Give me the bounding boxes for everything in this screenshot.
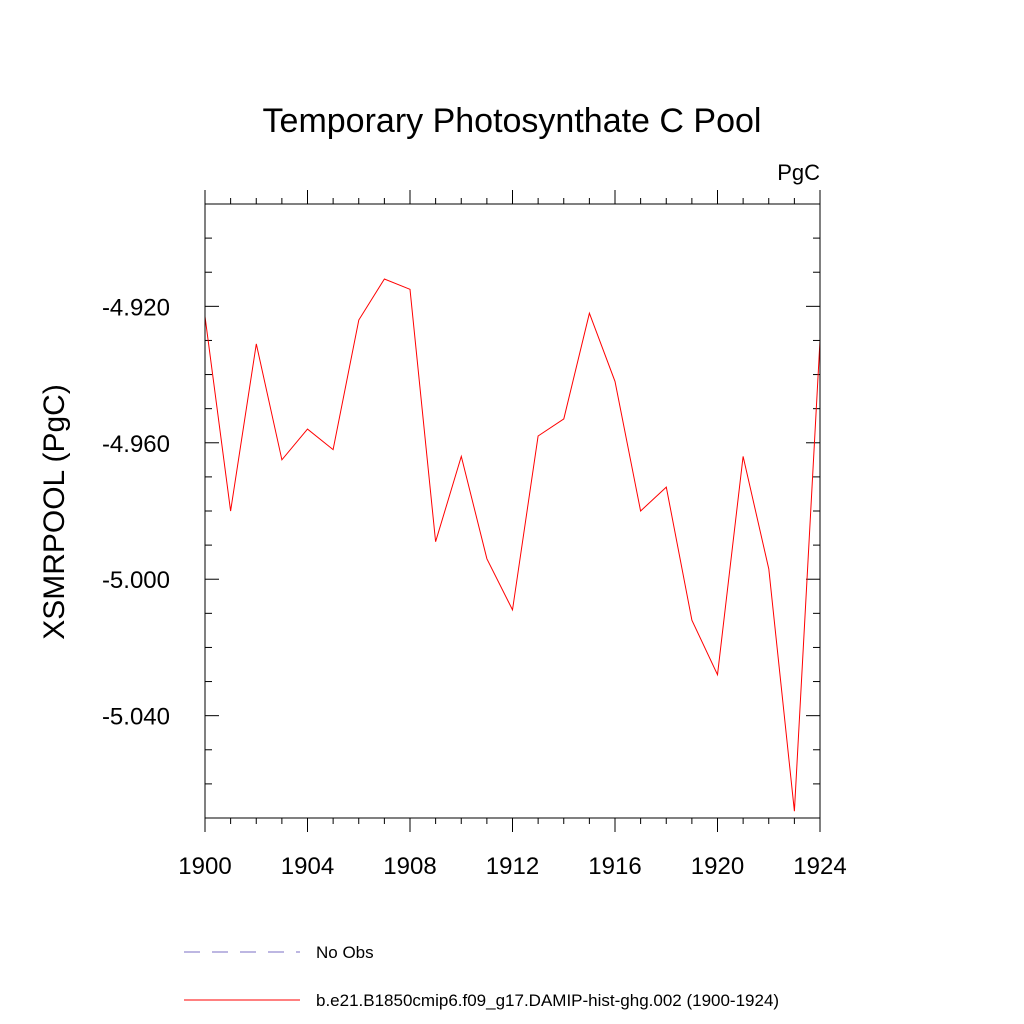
x-tick-label: 1908 xyxy=(383,853,436,880)
y-tick-label: -5.000 xyxy=(102,567,170,594)
x-tick-label: 1904 xyxy=(281,853,334,880)
y-tick-label: -5.040 xyxy=(102,704,170,731)
y-axis-label: XSMRPOOL (PgC) xyxy=(38,384,71,640)
chart-title: Temporary Photosynthate C Pool xyxy=(263,102,762,140)
series-line xyxy=(204,278,821,812)
y-tick-labels: -4.920 -4.960 -5.000 -5.040 xyxy=(102,294,170,730)
x-tick-label: 1916 xyxy=(588,853,641,880)
y-tick-label: -4.960 xyxy=(102,431,170,458)
x-tick-label: 1920 xyxy=(691,853,744,880)
x-tick-label: 1900 xyxy=(178,853,231,880)
series-layer xyxy=(204,278,821,812)
major-ticks xyxy=(204,190,821,832)
units-label: PgC xyxy=(777,160,820,185)
x-tick-label: 1924 xyxy=(793,853,846,880)
legend-label: No Obs xyxy=(316,943,374,962)
plot-frame xyxy=(204,203,821,819)
legend: No Obs b.e21.B1850cmip6.f09_g17.DAMIP-his… xyxy=(184,943,779,1010)
x-tick-label: 1912 xyxy=(486,853,539,880)
y-tick-label: -4.920 xyxy=(102,294,170,321)
legend-label: b.e21.B1850cmip6.f09_g17.DAMIP-hist-ghg.… xyxy=(316,991,779,1010)
x-tick-labels: 1900 1904 1908 1912 1916 1920 1924 xyxy=(178,853,846,880)
minor-ticks xyxy=(205,198,820,824)
